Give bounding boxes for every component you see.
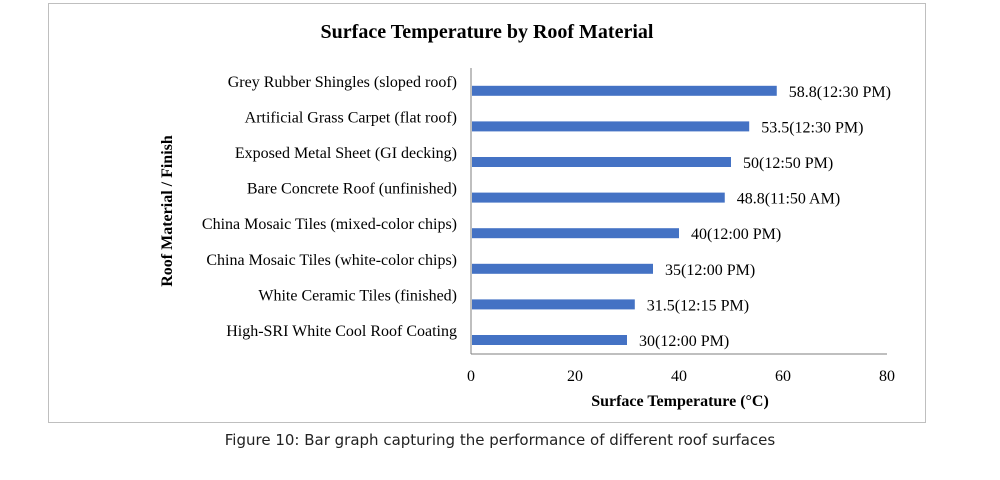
category-label: Artificial Grass Carpet (flat roof) xyxy=(245,109,457,126)
category-label: Exposed Metal Sheet (GI decking) xyxy=(235,145,457,162)
chart-frame xyxy=(48,3,926,423)
data-label: 35(12:00 PM) xyxy=(665,262,755,279)
x-tick-label: 0 xyxy=(467,368,475,385)
bar xyxy=(472,85,777,96)
x-tick-label: 80 xyxy=(879,368,895,385)
x-axis-label: Surface Temperature (°C) xyxy=(591,393,769,410)
chart-title: Surface Temperature by Roof Material xyxy=(321,21,654,43)
bar xyxy=(472,299,635,310)
bar xyxy=(472,263,653,274)
category-label: Grey Rubber Shingles (sloped roof) xyxy=(228,74,457,91)
category-label: Bare Concrete Roof (unfinished) xyxy=(247,181,457,198)
figure-caption: Figure 10: Bar graph capturing the perfo… xyxy=(224,431,776,449)
y-axis-label: Roof Material / Finish xyxy=(159,135,176,287)
data-label: 58.8(12:30 PM) xyxy=(789,84,891,101)
category-label: China Mosaic Tiles (mixed-color chips) xyxy=(202,216,457,233)
bar xyxy=(472,192,725,203)
data-label: 31.5(12:15 PM) xyxy=(647,297,749,314)
x-tick-label: 20 xyxy=(567,368,583,385)
data-label: 40(12:00 PM) xyxy=(691,226,781,243)
category-label: China Mosaic Tiles (white-color chips) xyxy=(206,252,457,269)
bar xyxy=(472,335,627,345)
bar xyxy=(472,228,679,239)
data-label: 48.8(11:50 AM) xyxy=(737,191,840,208)
bar-chart: Surface Temperature by Roof Material Roo… xyxy=(159,21,895,410)
x-tick-label: 40 xyxy=(671,368,687,385)
category-label: White Ceramic Tiles (finished) xyxy=(258,287,457,304)
x-tick-label: 60 xyxy=(775,368,791,385)
category-label: High-SRI White Cool Roof Coating xyxy=(226,323,457,340)
bar xyxy=(472,157,731,167)
bar xyxy=(472,121,750,132)
data-label: 30(12:00 PM) xyxy=(639,333,729,350)
data-label: 50(12:50 PM) xyxy=(743,155,833,172)
data-label: 53.5(12:30 PM) xyxy=(761,119,863,136)
